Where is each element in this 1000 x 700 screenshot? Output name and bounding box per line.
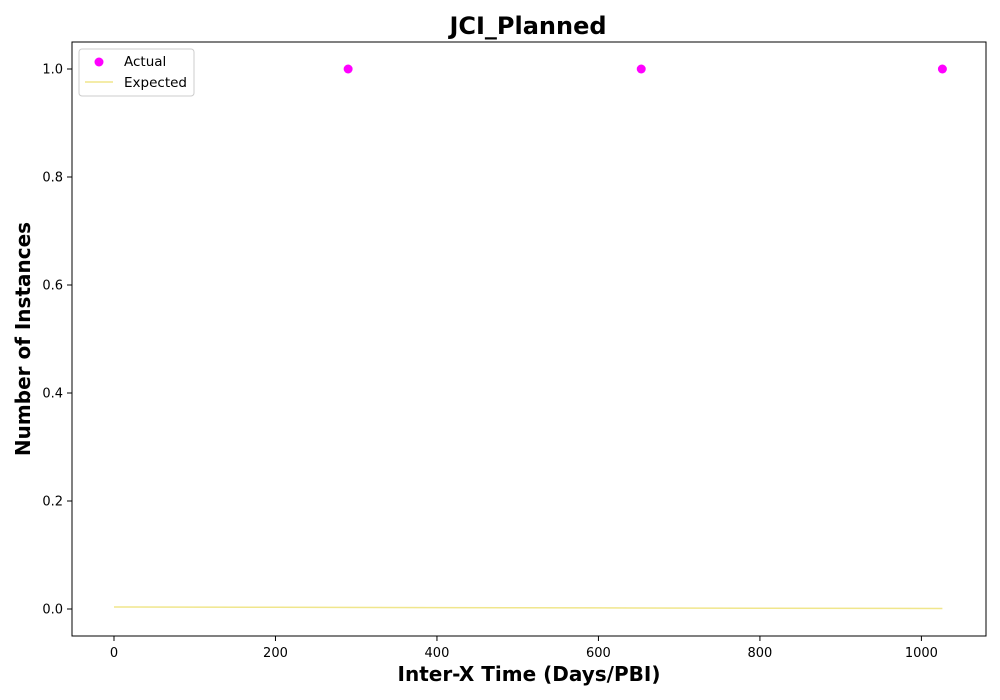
plot-area bbox=[71, 41, 987, 637]
legend-expected-label: Expected bbox=[124, 75, 187, 91]
expected-line bbox=[113, 606, 943, 610]
x-axis-label: Inter-X Time (Days/PBI) bbox=[398, 662, 661, 686]
x-tick-label: 1000 bbox=[905, 646, 938, 661]
legend-actual-label: Actual bbox=[124, 54, 166, 70]
series-layer bbox=[113, 64, 947, 610]
y-tick-label: 0.8 bbox=[42, 171, 63, 186]
legend-box bbox=[78, 48, 195, 97]
y-tick-label: 1.0 bbox=[42, 63, 63, 78]
legend: Actual Expected bbox=[78, 48, 195, 97]
x-tick-label: 400 bbox=[425, 646, 450, 661]
actual-point bbox=[636, 64, 646, 74]
y-axis-ticks: 0.0 0.2 0.4 0.6 0.8 1.0 bbox=[42, 63, 72, 618]
y-axis-label: Number of Instances bbox=[11, 222, 35, 456]
x-tick-label: 0 bbox=[110, 646, 118, 661]
actual-point bbox=[937, 64, 947, 74]
y-tick-label: 0.6 bbox=[42, 279, 63, 294]
y-tick-label: 0.2 bbox=[42, 495, 63, 510]
x-tick-label: 800 bbox=[748, 646, 773, 661]
actual-point bbox=[343, 64, 353, 74]
chart-title: JCI_Planned bbox=[447, 12, 606, 40]
x-tick-label: 600 bbox=[586, 646, 611, 661]
legend-actual-marker bbox=[94, 57, 104, 67]
y-tick-label: 0.0 bbox=[42, 603, 63, 618]
x-axis-ticks: 0 200 400 600 800 1000 bbox=[110, 636, 938, 661]
x-tick-label: 200 bbox=[263, 646, 288, 661]
y-tick-label: 0.4 bbox=[42, 387, 63, 402]
